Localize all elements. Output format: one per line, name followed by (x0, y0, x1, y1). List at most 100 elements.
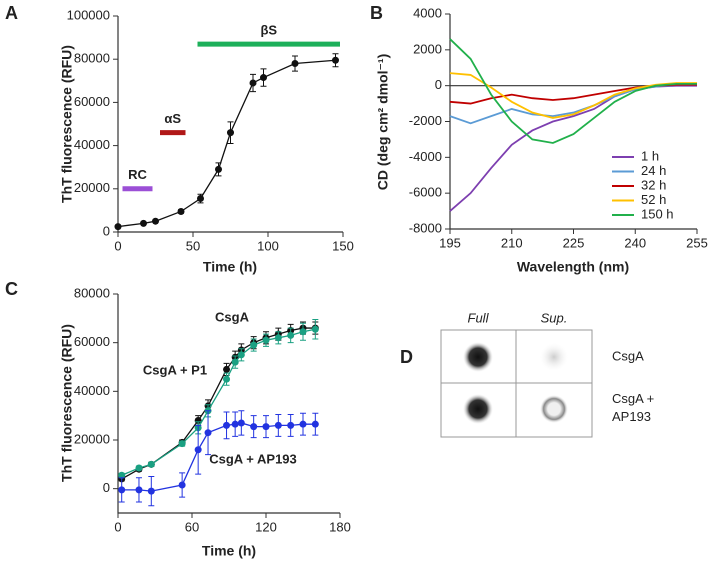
point (250, 423, 258, 431)
point (223, 365, 231, 373)
panel-label: C (5, 279, 18, 299)
point (197, 195, 204, 203)
point (274, 421, 282, 429)
series-label: CsgA (215, 309, 250, 324)
x-tick-label: 210 (501, 235, 523, 250)
y-tick-label: 40000 (74, 137, 110, 152)
column-label: Sup. (541, 310, 568, 325)
legend-label: 150 h (641, 206, 674, 221)
y-tick-label: 20000 (74, 431, 110, 446)
series-label: CsgA + P1 (143, 362, 207, 377)
point (299, 420, 307, 428)
x-tick-label: 150 (332, 238, 354, 253)
y-axis-label: CD (deg cm² dmol⁻¹) (375, 54, 391, 191)
point (262, 423, 270, 431)
point (194, 417, 202, 425)
point (147, 460, 155, 468)
y-tick-label: -2000 (409, 113, 442, 128)
y-axis-label: ThT fluorescence (RFU) (59, 45, 75, 203)
x-tick-label: 180 (329, 519, 351, 534)
y-tick-label: 60000 (74, 94, 110, 109)
x-tick-label: 0 (114, 238, 121, 253)
x-tick-label: 50 (186, 238, 200, 253)
x-axis-label: Time (h) (202, 543, 256, 559)
blot-spot (540, 395, 568, 423)
blot-spot (463, 394, 493, 424)
y-tick-label: -4000 (409, 149, 442, 164)
y-tick-label: 100000 (67, 7, 110, 22)
panel-d: D Full Sup. CsgA CsgA + AP193 (400, 310, 654, 438)
point (118, 486, 126, 494)
point (204, 429, 212, 437)
x-axis-label: Time (h) (203, 259, 257, 275)
point (178, 440, 186, 448)
point (223, 375, 231, 383)
y-tick-label: 4000 (413, 5, 442, 20)
legend-label: 52 h (641, 192, 666, 207)
y-tick-label: -6000 (409, 185, 442, 200)
x-tick-label: 195 (439, 235, 461, 250)
point (291, 60, 299, 68)
point (178, 481, 186, 489)
point (140, 219, 147, 227)
panel-label: D (400, 347, 413, 367)
legend-label: 24 h (641, 163, 666, 178)
span-label: βS (260, 23, 277, 38)
point (135, 486, 143, 494)
point (262, 336, 270, 344)
y-tick-label: 0 (103, 223, 110, 238)
y-tick-label: 60000 (74, 334, 110, 349)
y-tick-label: 0 (103, 480, 110, 495)
point (311, 325, 319, 333)
point (249, 79, 257, 87)
legend-label: 32 h (641, 177, 666, 192)
series-line (449, 83, 697, 125)
row-label: CsgA + AP193 (612, 391, 654, 424)
point (311, 420, 319, 428)
point (237, 351, 245, 359)
point (299, 328, 307, 336)
span-label: αS (164, 111, 181, 126)
y-tick-label: -8000 (409, 220, 442, 235)
x-tick-label: 120 (255, 519, 277, 534)
y-tick-label: 0 (435, 77, 442, 92)
series-label: CsgA + AP193 (209, 451, 297, 466)
point (231, 358, 239, 366)
column-label: Full (468, 310, 490, 325)
y-tick-label: 2000 (413, 41, 442, 56)
point (287, 421, 295, 429)
point (135, 464, 143, 472)
point (194, 446, 202, 454)
x-tick-label: 255 (686, 235, 708, 250)
x-tick-label: 100 (257, 238, 279, 253)
x-tick-label: 60 (185, 519, 199, 534)
series-line (449, 72, 697, 119)
point (147, 487, 155, 495)
point (152, 217, 159, 225)
x-tick-label: 240 (624, 235, 646, 250)
legend-label: 1 h (641, 148, 659, 163)
x-tick-label: 0 (114, 519, 121, 534)
y-tick-label: 20000 (74, 180, 110, 195)
point (332, 56, 339, 64)
series-line (117, 59, 336, 228)
point (237, 419, 245, 427)
row-label: CsgA (612, 348, 644, 363)
point (274, 334, 282, 342)
x-tick-label: 225 (563, 235, 585, 250)
x-axis-label: Wavelength (nm) (517, 259, 629, 275)
point (215, 165, 222, 173)
y-tick-label: 80000 (74, 51, 110, 66)
point (287, 331, 295, 339)
span-label: RC (128, 167, 147, 182)
panel-label: B (370, 3, 383, 23)
y-tick-label: 40000 (74, 383, 110, 398)
series-line (449, 38, 697, 144)
point (260, 74, 267, 82)
point (227, 129, 234, 137)
point (118, 471, 126, 479)
blot-spot (463, 342, 493, 372)
blot-spot (540, 343, 568, 371)
point (223, 421, 231, 429)
